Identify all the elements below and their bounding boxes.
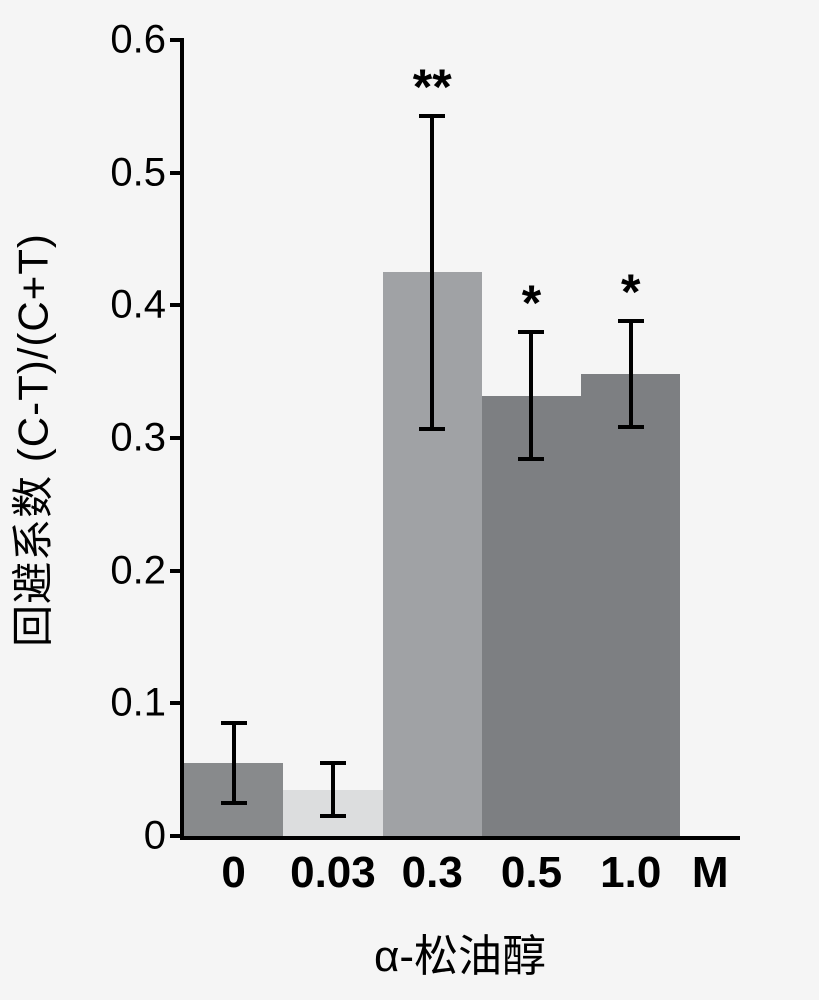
error-cap-bottom xyxy=(221,801,247,805)
significance-marker: ** xyxy=(413,58,452,116)
error-bar xyxy=(232,723,236,803)
bar-wrap: **0.3 xyxy=(383,40,482,836)
x-tick-label: 0.5 xyxy=(501,836,562,898)
significance-marker: * xyxy=(621,263,640,321)
error-cap-bottom xyxy=(419,427,445,431)
bar xyxy=(581,374,680,836)
error-cap-bottom xyxy=(618,425,644,429)
x-unit-slot: M xyxy=(680,40,740,836)
x-tick-label: 0.3 xyxy=(402,836,463,898)
bar-wrap: 0.03 xyxy=(283,40,382,836)
x-tick-label: 0 xyxy=(221,836,245,898)
error-cap-top xyxy=(320,761,346,765)
y-tick-mark xyxy=(170,569,184,573)
significance-marker: * xyxy=(522,274,541,332)
bar xyxy=(482,396,581,836)
x-tick-label: 0.03 xyxy=(290,836,376,898)
x-tick-label: 1.0 xyxy=(600,836,661,898)
y-tick-mark xyxy=(170,701,184,705)
y-tick-mark xyxy=(170,834,184,838)
bar-wrap: 0 xyxy=(184,40,283,836)
error-bar xyxy=(629,321,633,427)
error-cap-bottom xyxy=(320,814,346,818)
x-unit-label: M xyxy=(692,836,729,898)
error-bar xyxy=(331,763,335,816)
bars-group: 00.03**0.3*0.5*1.0M xyxy=(184,40,740,836)
y-tick-mark xyxy=(170,436,184,440)
error-cap-bottom xyxy=(518,457,544,461)
plot-area: 00.10.20.30.40.50.6 00.03**0.3*0.5*1.0M xyxy=(180,40,740,840)
error-bar xyxy=(529,332,533,459)
x-axis-label: α-松油醇 xyxy=(374,920,546,984)
error-bar xyxy=(430,116,434,429)
chart-container: 回避系数 (C-T)/(C+T) 00.10.20.30.40.50.6 00.… xyxy=(0,0,819,1000)
y-tick-mark xyxy=(170,171,184,175)
bar-wrap: *0.5 xyxy=(482,40,581,836)
error-cap-top xyxy=(221,721,247,725)
y-axis-label: 回避系数 (C-T)/(C+T) xyxy=(0,233,61,647)
bar-wrap: *1.0 xyxy=(581,40,680,836)
y-tick-mark xyxy=(170,38,184,42)
y-tick-mark xyxy=(170,303,184,307)
